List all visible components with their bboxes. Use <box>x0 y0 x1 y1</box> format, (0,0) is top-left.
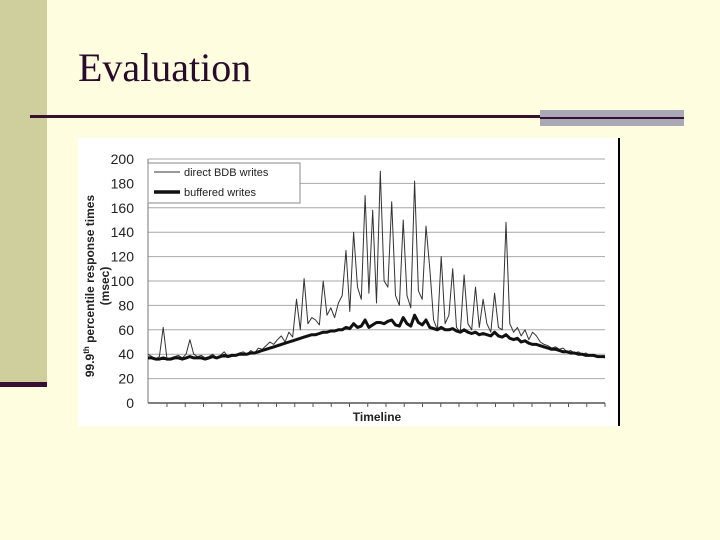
y-tick-label: 140 <box>111 224 135 240</box>
title-underline-accent-top <box>540 110 684 118</box>
y-axis-unit: (msec) <box>98 267 112 306</box>
title-underline <box>30 115 540 118</box>
y-tick-label: 180 <box>111 175 135 191</box>
chart-series <box>147 170 606 361</box>
y-tick-labels: 0 20 40 60 80 100 120 140 160 180 200 <box>111 151 135 411</box>
chart-frame: 0 20 40 60 80 100 120 140 160 180 200 99.9th perce… <box>78 138 620 426</box>
y-tick-label: 20 <box>118 371 134 387</box>
chart-legend: direct BDB writes buffered writes <box>147 162 301 204</box>
chart-grid <box>147 158 605 404</box>
y-tick-label: 120 <box>111 249 135 265</box>
series-line-direct-bdb-writes <box>147 170 606 360</box>
y-axis-label-main: 99.9 <box>83 353 97 377</box>
legend-label-direct: direct BDB writes <box>184 167 269 179</box>
response-time-chart: 0 20 40 60 80 100 120 140 160 180 200 99.9th perce… <box>82 151 606 424</box>
series-line-buffered-writes <box>148 313 605 361</box>
y-tick-label: 200 <box>111 151 135 167</box>
y-tick-label: 160 <box>111 200 135 216</box>
left-decor-band <box>0 0 47 385</box>
y-axis-label: 99.9th percentile response times <box>82 195 97 378</box>
y-tick-label: 0 <box>126 395 134 411</box>
y-axis-label-sup: th <box>82 346 91 354</box>
title-underline-accent-line <box>540 117 684 119</box>
y-axis-label-rest: percentile response times <box>83 195 97 347</box>
title-underline-accent-bottom <box>540 118 684 126</box>
y-tick-label: 60 <box>118 322 134 338</box>
legend-label-buffered: buffered writes <box>184 187 256 199</box>
y-tick-label: 80 <box>118 297 134 313</box>
slide-title: Evaluation <box>78 45 252 90</box>
x-tick-marks <box>166 403 606 407</box>
y-tick-label: 40 <box>118 346 134 362</box>
y-tick-label: 100 <box>111 273 135 289</box>
left-decor-rule <box>0 382 47 387</box>
x-axis-label: Timeline <box>353 410 402 424</box>
